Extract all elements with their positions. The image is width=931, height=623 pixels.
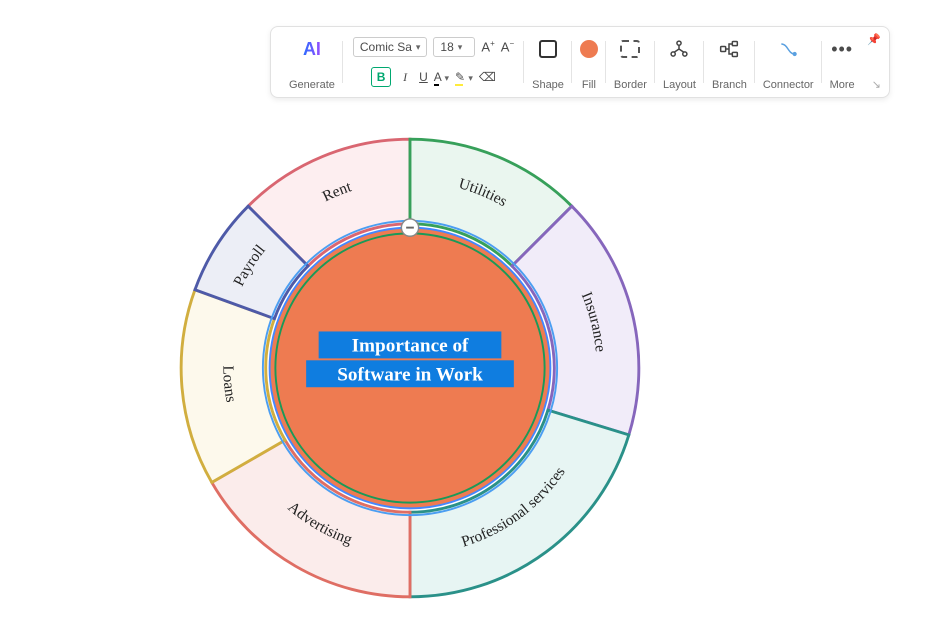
highlight-color-button[interactable]: ✎ ▾ (455, 70, 473, 84)
fill-group: Fill (572, 33, 606, 91)
font-family-value: Comic Sa (360, 40, 412, 54)
font-size-select[interactable]: 18 ▾ (433, 37, 475, 57)
italic-button[interactable]: I (397, 70, 413, 85)
layout-icon[interactable] (669, 39, 689, 59)
fill-icon[interactable] (580, 40, 598, 58)
more-group: ••• More (822, 33, 875, 91)
font-family-select[interactable]: Comic Sa ▾ (353, 37, 428, 57)
generate-label[interactable]: Generate (289, 79, 335, 91)
underline-button[interactable]: U (419, 70, 428, 84)
ai-group: AI Generate (281, 33, 343, 91)
more-label[interactable]: More (830, 79, 855, 91)
branch-group: Branch (704, 33, 755, 91)
branch-icon[interactable] (719, 39, 739, 59)
shape-label[interactable]: Shape (532, 79, 564, 91)
branch-label[interactable]: Branch (712, 79, 747, 91)
chevron-down-icon: ▾ (416, 42, 421, 53)
font-size-value: 18 (440, 40, 453, 54)
connector-label[interactable]: Connector (763, 79, 814, 91)
ai-icon[interactable]: AI (303, 39, 321, 60)
border-group: Border (606, 33, 655, 91)
connector-group: Connector (755, 33, 822, 91)
floating-toolbar: 📌 ↘ AI Generate Comic Sa ▾ 18 ▾ A+ A− B … (270, 26, 890, 98)
increase-font-button[interactable]: A+ (481, 39, 494, 54)
layout-group: Layout (655, 33, 704, 91)
clear-format-button[interactable]: ⌫ (479, 70, 496, 84)
shape-group: Shape (524, 33, 572, 91)
shape-icon[interactable] (539, 40, 557, 58)
decrease-font-button[interactable]: A− (501, 39, 514, 54)
font-color-button[interactable]: A ▾ (434, 70, 449, 84)
layout-label[interactable]: Layout (663, 79, 696, 91)
center-title-line1[interactable]: Importance of (352, 336, 469, 357)
bold-button[interactable]: B (371, 67, 391, 87)
border-label[interactable]: Border (614, 79, 647, 91)
diagram-svg: RentUtilitiesInsuranceProfessional servi… (160, 118, 660, 618)
chevron-down-icon: ▾ (458, 42, 463, 53)
radial-mindmap[interactable]: RentUtilitiesInsuranceProfessional servi… (160, 118, 660, 618)
center-title-line2[interactable]: Software in Work (337, 365, 483, 386)
fill-label[interactable]: Fill (582, 79, 596, 91)
more-icon[interactable]: ••• (831, 42, 853, 56)
font-group: Comic Sa ▾ 18 ▾ A+ A− B I U A ▾ ✎ ▾ ⌫ (343, 33, 524, 91)
border-icon[interactable] (620, 40, 640, 58)
collapse-toggle[interactable] (401, 219, 418, 236)
connector-icon[interactable] (778, 39, 798, 59)
